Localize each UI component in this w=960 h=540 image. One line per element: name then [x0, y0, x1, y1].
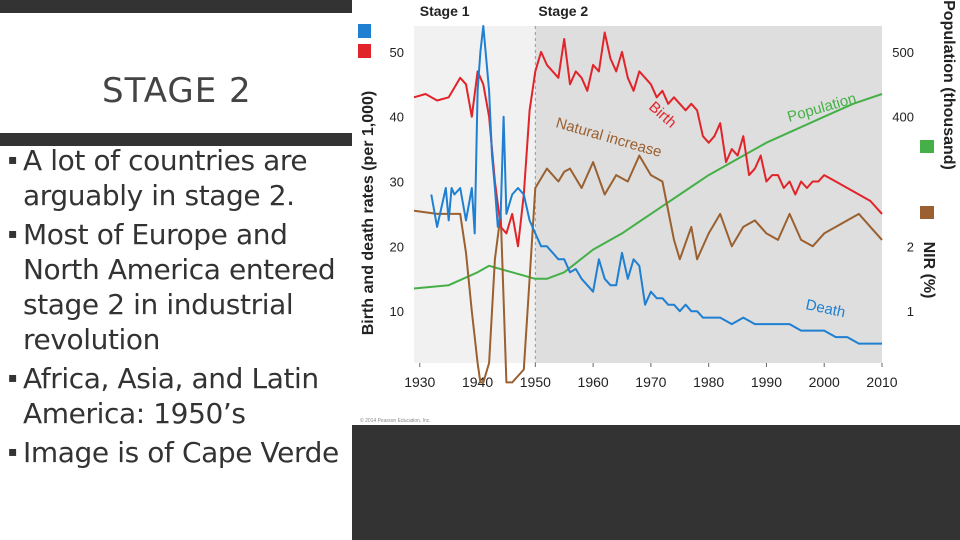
y-axis-left: 10 20 30 40 50 [390, 45, 404, 319]
y-axis-right: 400 500 1 2 [892, 45, 914, 319]
stage1-label: Stage 1 [420, 3, 470, 19]
legend-death-swatch [358, 24, 371, 38]
x-tick-label: 1970 [635, 374, 666, 390]
series-layer [413, 25, 883, 384]
series-line-death [430, 25, 882, 345]
y-left-tick-label: 20 [390, 239, 404, 254]
bullet-icon: ▪ [8, 444, 18, 460]
chart-area: Stage 1 Stage 2 1930 1940 1950 1960 1970 1980… [352, 0, 960, 425]
series-line-birth [413, 31, 883, 248]
y-left-tick-label: 40 [390, 110, 404, 125]
x-tick-label: 1930 [404, 374, 435, 390]
y-right-tick-label: 2 [907, 239, 914, 254]
slide-title: STAGE 2 [102, 71, 252, 111]
stage2-background [535, 26, 882, 363]
y-left-tick-label: 50 [390, 45, 404, 60]
bullet-list: ▪ A lot of countries are arguably in stag… [8, 143, 353, 474]
y-right-tick-label: 500 [892, 45, 914, 60]
x-tick-label: 1950 [520, 374, 551, 390]
x-tick-label: 1940 [462, 374, 493, 390]
series-line-population [413, 93, 883, 290]
x-tick-label: 2010 [866, 374, 897, 390]
nir-axis-label: NIR (%) [920, 242, 937, 299]
bullet-item: ▪ A lot of countries are arguably in stag… [8, 143, 353, 213]
bullet-text: Image is of Cape Verde [23, 436, 339, 469]
legend-nir-swatch [920, 206, 934, 219]
content-panel [0, 146, 352, 540]
bullet-icon: ▪ [8, 370, 18, 386]
title-panel: STAGE 2 [0, 13, 354, 133]
stage2-label: Stage 2 [538, 3, 588, 19]
series-line-natural-increase [413, 154, 883, 384]
y-right-tick-label: 1 [907, 304, 914, 319]
population-axis-label: Population (thousand) [940, 0, 957, 170]
credit-text: © 2014 Pearson Education, Inc. [360, 417, 431, 424]
y-left-tick-label: 10 [390, 304, 404, 319]
y-left-tick-label: 30 [390, 175, 404, 190]
bullet-text: Most of Europe and North America entered… [23, 218, 336, 356]
legend-population-swatch [920, 140, 934, 153]
bullet-icon: ▪ [8, 226, 18, 242]
x-tick-label: 1980 [693, 374, 724, 390]
legend-birth-swatch [358, 44, 371, 58]
bullet-text: Africa, Asia, and Latin America: 1950’s [23, 362, 319, 430]
bullet-item: ▪ Image is of Cape Verde [8, 435, 353, 470]
bullet-item: ▪ Most of Europe and North America entere… [8, 217, 353, 357]
x-tick-label: 1960 [578, 374, 609, 390]
y-right-tick-label: 400 [892, 110, 914, 125]
x-tick-label: 2000 [809, 374, 840, 390]
x-axis: 1930 1940 1950 1960 1970 1980 1990 2000 2010 [404, 363, 898, 390]
bullet-text: A lot of countries are arguably in stage… [23, 144, 308, 212]
x-tick-label: 1990 [751, 374, 782, 390]
bullet-item: ▪ Africa, Asia, and Latin America: 1950’s [8, 361, 353, 431]
demographic-chart: Stage 1 Stage 2 1930 1940 1950 1960 1970 1980… [358, 0, 957, 424]
bullet-icon: ▪ [8, 152, 18, 168]
y-axis-left-label: Birth and death rates (per 1,000) [360, 91, 377, 336]
